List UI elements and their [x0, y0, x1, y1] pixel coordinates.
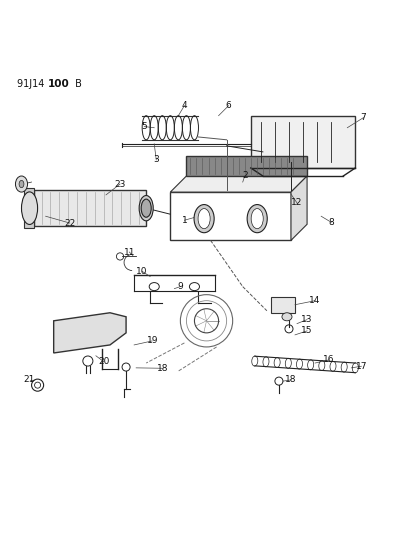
Ellipse shape — [194, 205, 214, 233]
Polygon shape — [291, 176, 307, 240]
Text: 7: 7 — [360, 113, 366, 122]
Text: 5: 5 — [141, 122, 147, 131]
Text: 8: 8 — [328, 218, 334, 227]
FancyBboxPatch shape — [271, 297, 295, 313]
Text: 10: 10 — [136, 267, 148, 276]
Text: 21: 21 — [24, 375, 35, 384]
FancyBboxPatch shape — [34, 190, 146, 227]
Text: 11: 11 — [124, 247, 135, 256]
Text: 19: 19 — [147, 336, 158, 345]
FancyBboxPatch shape — [251, 116, 355, 168]
Text: 100: 100 — [48, 79, 69, 90]
Ellipse shape — [282, 313, 292, 321]
Ellipse shape — [19, 181, 24, 188]
Text: 16: 16 — [324, 356, 335, 365]
Polygon shape — [171, 176, 307, 192]
FancyBboxPatch shape — [171, 192, 291, 240]
Text: 14: 14 — [309, 296, 321, 305]
Text: 9: 9 — [177, 282, 183, 291]
Text: 6: 6 — [226, 101, 232, 110]
Text: 18: 18 — [156, 364, 168, 373]
Text: 15: 15 — [301, 326, 313, 335]
Text: 22: 22 — [64, 219, 75, 228]
Text: 13: 13 — [301, 315, 313, 324]
Text: 4: 4 — [181, 101, 187, 110]
Text: 17: 17 — [356, 362, 367, 371]
Text: B: B — [72, 79, 82, 90]
Ellipse shape — [21, 192, 38, 224]
Text: 2: 2 — [242, 172, 247, 181]
Ellipse shape — [15, 176, 28, 192]
Ellipse shape — [251, 208, 263, 229]
Ellipse shape — [247, 205, 267, 233]
Text: 91J14: 91J14 — [17, 79, 48, 90]
Text: 1: 1 — [181, 216, 187, 225]
Polygon shape — [54, 313, 126, 353]
Text: 3: 3 — [153, 156, 159, 164]
Ellipse shape — [198, 208, 210, 229]
Ellipse shape — [139, 196, 153, 221]
Text: 23: 23 — [114, 180, 126, 189]
FancyBboxPatch shape — [23, 188, 34, 228]
Text: 12: 12 — [291, 198, 303, 207]
Text: 18: 18 — [285, 375, 297, 384]
Text: 20: 20 — [98, 357, 110, 366]
FancyBboxPatch shape — [186, 156, 307, 176]
Ellipse shape — [141, 199, 151, 217]
